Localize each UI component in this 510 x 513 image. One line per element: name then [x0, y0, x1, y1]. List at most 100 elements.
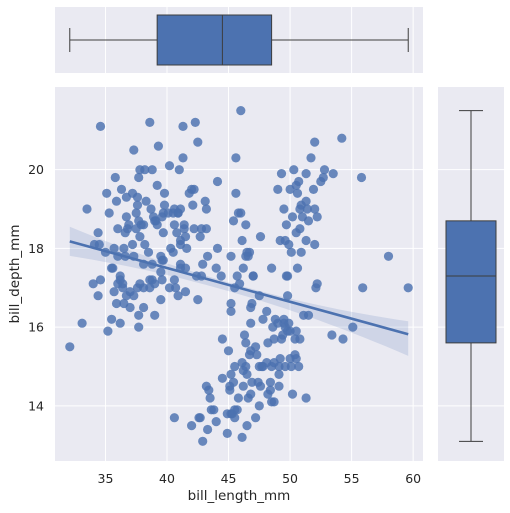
- data-point: [276, 169, 287, 179]
- data-point: [147, 165, 157, 175]
- data-point: [140, 165, 150, 175]
- data-point: [180, 232, 191, 242]
- data-point: [201, 204, 211, 214]
- data-point: [93, 228, 103, 238]
- data-point: [134, 310, 144, 320]
- data-point: [289, 165, 299, 175]
- data-point: [291, 354, 301, 364]
- data-point: [157, 275, 167, 285]
- data-point: [284, 318, 294, 328]
- data-point: [131, 208, 141, 218]
- data-point: [274, 369, 284, 379]
- data-point: [252, 350, 262, 360]
- data-point: [230, 413, 240, 423]
- x-tick-label: 55: [344, 471, 360, 486]
- data-point: [246, 389, 256, 399]
- data-point: [121, 291, 131, 301]
- y-tick-label: 20: [28, 162, 44, 177]
- data-point: [232, 271, 242, 281]
- data-point: [242, 369, 252, 379]
- data-point: [241, 251, 251, 261]
- confidence-band: [69, 226, 409, 356]
- data-point: [95, 275, 106, 285]
- data-point: [241, 361, 251, 372]
- data-point: [348, 322, 358, 332]
- data-point: [88, 279, 98, 289]
- data-point: [125, 302, 135, 313]
- data-point: [286, 247, 296, 257]
- data-point: [231, 153, 241, 163]
- data-point: [217, 373, 227, 383]
- data-point: [135, 232, 145, 242]
- x-tick-label: 45: [221, 471, 237, 486]
- x-tick-label: 50: [282, 471, 298, 486]
- data-point: [116, 184, 127, 194]
- data-point: [242, 421, 252, 431]
- data-point: [286, 361, 296, 372]
- data-point: [198, 259, 208, 269]
- data-point: [209, 405, 219, 415]
- data-point: [279, 204, 289, 214]
- data-point: [254, 401, 264, 411]
- data-point: [198, 436, 208, 446]
- data-point: [127, 239, 138, 250]
- data-point: [111, 196, 122, 206]
- data-point: [383, 251, 394, 261]
- data-point: [164, 161, 175, 171]
- data-point: [237, 235, 247, 246]
- data-point: [129, 145, 139, 155]
- data-point: [203, 251, 213, 261]
- data-point: [195, 232, 205, 242]
- data-point: [228, 377, 239, 387]
- data-point: [139, 220, 149, 230]
- data-point: [301, 169, 311, 179]
- data-point: [236, 208, 246, 218]
- data-point: [107, 314, 117, 324]
- data-point: [65, 342, 75, 352]
- data-point: [132, 200, 143, 210]
- data-point: [140, 239, 150, 250]
- data-point: [222, 428, 232, 438]
- data-point: [228, 216, 239, 226]
- data-point: [104, 208, 114, 218]
- data-point: [310, 204, 320, 214]
- data-point: [95, 121, 106, 131]
- data-point: [312, 212, 322, 222]
- data-point: [178, 121, 188, 131]
- data-point: [237, 432, 247, 442]
- data-point: [223, 346, 234, 356]
- data-point: [295, 334, 305, 344]
- data-point: [150, 279, 160, 289]
- data-point: [158, 255, 168, 265]
- data-point: [139, 302, 149, 313]
- data-point: [291, 326, 301, 336]
- y-box: [445, 220, 497, 344]
- data-point: [150, 310, 160, 320]
- data-point: [172, 228, 182, 238]
- x-axis-label: bill_length_mm: [188, 488, 291, 504]
- y-tick-label: 16: [28, 320, 44, 335]
- data-point: [269, 334, 279, 344]
- data-point: [294, 361, 304, 372]
- data-point: [179, 224, 189, 234]
- data-point: [269, 397, 279, 407]
- data-point: [187, 421, 197, 431]
- data-point: [337, 133, 347, 143]
- data-point: [159, 188, 170, 198]
- data-point: [193, 295, 203, 305]
- data-point: [236, 106, 246, 116]
- data-point: [145, 117, 155, 127]
- data-point: [204, 385, 214, 395]
- data-point: [152, 220, 162, 230]
- data-point: [169, 220, 179, 230]
- data-point: [308, 184, 319, 194]
- data-point: [129, 291, 139, 301]
- data-point: [111, 298, 122, 309]
- data-point: [241, 220, 251, 230]
- data-point: [119, 243, 129, 253]
- regression-line: [69, 240, 409, 336]
- data-point: [246, 318, 256, 328]
- data-point: [201, 224, 211, 234]
- y-tick-labels: 14 16 18 20: [28, 162, 44, 413]
- data-point: [302, 204, 312, 214]
